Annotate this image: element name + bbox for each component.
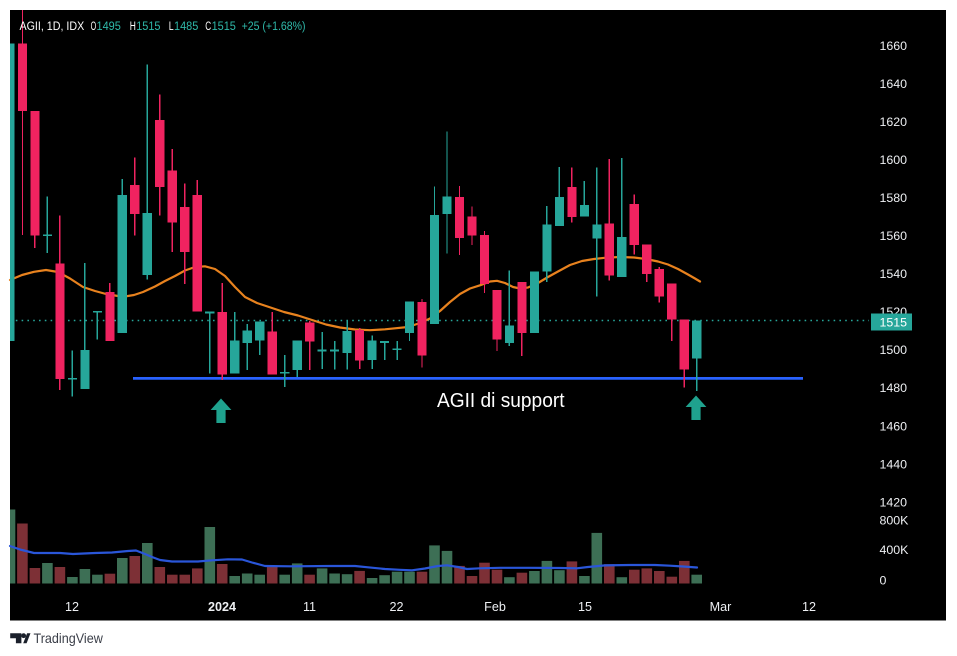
svg-text:1420: 1420 — [880, 495, 908, 509]
svg-text:1440: 1440 — [880, 457, 908, 471]
svg-text:TradingView: TradingView — [34, 631, 103, 646]
svg-text:1460: 1460 — [880, 419, 908, 433]
svg-text:22: 22 — [389, 600, 403, 614]
svg-text:Mar: Mar — [710, 600, 732, 614]
svg-text:0: 0 — [880, 574, 887, 588]
svg-text:1660: 1660 — [880, 39, 908, 53]
svg-text:AGII di support: AGII di support — [437, 389, 565, 412]
svg-text:1560: 1560 — [880, 229, 908, 243]
svg-text:1480: 1480 — [880, 381, 908, 395]
svg-text:800K: 800K — [880, 513, 910, 527]
svg-text:Feb: Feb — [484, 600, 506, 614]
svg-text:11: 11 — [303, 600, 316, 614]
svg-text:1515: 1515 — [880, 315, 908, 329]
svg-text:1580: 1580 — [880, 191, 908, 205]
svg-text:1540: 1540 — [880, 267, 908, 281]
svg-text:12: 12 — [65, 600, 79, 614]
svg-text:15: 15 — [578, 600, 592, 614]
svg-text:1600: 1600 — [880, 153, 908, 167]
svg-text:1500: 1500 — [880, 343, 908, 357]
svg-text:1620: 1620 — [880, 115, 908, 129]
svg-text:12: 12 — [802, 600, 816, 614]
svg-text:2024: 2024 — [208, 600, 236, 614]
svg-text:400K: 400K — [880, 543, 910, 557]
svg-text:1640: 1640 — [880, 77, 908, 91]
